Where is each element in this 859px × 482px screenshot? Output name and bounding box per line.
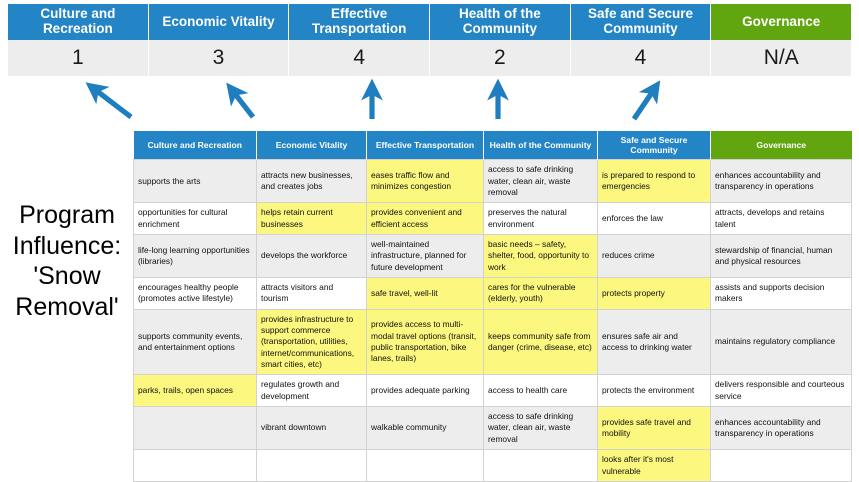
table-row: supports community events, and entertain…	[133, 308, 852, 376]
scorecard-header-safe-and-secure-community[interactable]: Safe and Secure Community	[570, 4, 712, 40]
matrix-cell: provides access to multi-modal travel op…	[366, 308, 484, 376]
matrix-cell: provides safe travel and mobility	[597, 406, 711, 451]
matrix-cell: protects property	[597, 277, 711, 310]
matrix-cell: vibrant downtown	[256, 406, 367, 451]
matrix-cell: basic needs – safety, shelter, food, opp…	[483, 233, 598, 279]
matrix-header-effective-transportation[interactable]: Effective Transportation	[366, 131, 484, 160]
matrix-cell: preserves the natural environment	[483, 202, 598, 235]
program-label-line-2: Influence:	[12, 231, 122, 260]
matrix-cell: attracts visitors and tourism	[256, 277, 367, 310]
matrix-cell: reduces crime	[597, 233, 711, 279]
matrix-cell: looks after it's most vulnerable	[597, 449, 711, 482]
matrix-cell: helps retain current businesses	[256, 202, 367, 235]
matrix-cell	[133, 406, 257, 451]
matrix-cell	[366, 449, 484, 482]
matrix-cell: opportunities for cultural enrichment	[133, 202, 257, 235]
program-influence-matrix: Culture and Recreation Economic Vitality…	[133, 131, 852, 482]
matrix-cell: access to health care	[483, 374, 598, 408]
table-row: looks after it's most vulnerable	[133, 449, 852, 482]
arrow-icon-2	[226, 82, 256, 119]
scorecard-header-health-of-the-community[interactable]: Health of the Community	[430, 4, 571, 40]
matrix-cell: stewardship of financial, human and phys…	[710, 233, 852, 279]
matrix-header-economic-vitality[interactable]: Economic Vitality	[256, 131, 367, 160]
table-row: opportunities for cultural enrichment he…	[133, 202, 852, 235]
matrix-cell: provides convenient and efficient access	[366, 202, 484, 235]
matrix-body: supports the arts attracts new businesse…	[133, 159, 852, 482]
scorecard-value-culture-and-recreation: 1	[8, 40, 149, 76]
matrix-cell: develops the workforce	[256, 233, 367, 279]
matrix-cell: enforces the law	[597, 202, 711, 235]
scorecard-value-effective-transportation: 4	[289, 40, 431, 76]
matrix-cell: protects the environment	[597, 374, 711, 408]
table-row: vibrant downtown walkable community acce…	[133, 406, 852, 451]
arrow-group	[85, 78, 661, 121]
scorecard-value-economic-vitality: 3	[148, 40, 290, 76]
scorecard-header-economic-vitality[interactable]: Economic Vitality	[148, 4, 290, 40]
matrix-cell: delivers responsible and courteous servi…	[710, 374, 852, 408]
matrix-cell: enhances accountability and transparency…	[710, 406, 852, 451]
matrix-cell: keeps community safe from danger (crime,…	[483, 308, 598, 376]
matrix-cell: is prepared to respond to emergencies	[597, 159, 711, 204]
matrix-cell: cares for the vulnerable (elderly, youth…	[483, 277, 598, 310]
scorecard-values-row: 1 3 4 2 4 N/A	[8, 40, 852, 76]
scorecard-value-health-of-the-community: 2	[430, 40, 571, 76]
scorecard-summary: Culture and Recreation Economic Vitality…	[8, 4, 852, 76]
scorecard-header-effective-transportation[interactable]: Effective Transportation	[289, 4, 431, 40]
scorecard-value-governance: N/A	[711, 40, 852, 76]
matrix-cell: enhances accountability and transparency…	[710, 159, 852, 204]
matrix-cell: provides adequate parking	[366, 374, 484, 408]
matrix-header-health-of-the-community[interactable]: Health of the Community	[483, 131, 598, 160]
program-influence-label: Program Influence: 'Snow Removal'	[4, 200, 130, 322]
matrix-cell: attracts, develops and retains talent	[710, 202, 852, 235]
scorecard-header-culture-and-recreation[interactable]: Culture and Recreation	[8, 4, 149, 40]
matrix-cell: life-long learning opportunities (librar…	[133, 233, 257, 279]
matrix-cell: supports the arts	[133, 159, 257, 204]
table-row: parks, trails, open spaces regulates gro…	[133, 374, 852, 408]
matrix-cell	[133, 449, 257, 482]
matrix-cell: well-maintained infrastructure, planned …	[366, 233, 484, 279]
matrix-cell: eases traffic flow and minimizes congest…	[366, 159, 484, 204]
program-label-line-4: Removal'	[15, 292, 119, 321]
scorecard-header-governance[interactable]: Governance	[711, 4, 852, 40]
matrix-cell: parks, trails, open spaces	[133, 374, 257, 408]
matrix-cell: access to safe drinking water, clean air…	[483, 159, 598, 204]
arrow-icon-5	[631, 80, 661, 121]
matrix-cell: attracts new businesses, and creates job…	[256, 159, 367, 204]
table-row: supports the arts attracts new businesse…	[133, 159, 852, 204]
matrix-cell: supports community events, and entertain…	[133, 308, 257, 376]
matrix-header-governance[interactable]: Governance	[710, 131, 852, 160]
scorecard-header-row: Culture and Recreation Economic Vitality…	[8, 4, 852, 40]
table-row: encourages healthy people (promotes acti…	[133, 277, 852, 310]
matrix-cell: access to safe drinking water, clean air…	[483, 406, 598, 451]
matrix-cell: encourages healthy people (promotes acti…	[133, 277, 257, 310]
matrix-cell	[710, 449, 852, 482]
program-label-line-1: Program	[19, 201, 115, 229]
matrix-cell	[483, 449, 598, 482]
arrow-icon-1	[85, 82, 133, 120]
matrix-cell: provides infrastructure to support comme…	[256, 308, 367, 376]
matrix-cell: walkable community	[366, 406, 484, 451]
matrix-header-safe-and-secure-community[interactable]: Safe and Secure Community	[597, 131, 711, 160]
matrix-header-culture-and-recreation[interactable]: Culture and Recreation	[133, 131, 257, 160]
matrix-cell: assists and supports decision makers	[710, 277, 852, 310]
matrix-cell	[256, 449, 367, 482]
matrix-cell: maintains regulatory compliance	[710, 308, 852, 376]
table-row: life-long learning opportunities (librar…	[133, 233, 852, 279]
program-label-line-3: 'Snow	[33, 262, 101, 290]
matrix-cell: safe travel, well-lit	[366, 277, 484, 310]
matrix-header-row: Culture and Recreation Economic Vitality…	[133, 131, 852, 160]
matrix-cell: ensures safe air and access to drinking …	[597, 308, 711, 376]
matrix-cell: regulates growth and development	[256, 374, 367, 408]
scorecard-value-safe-and-secure-community: 4	[570, 40, 712, 76]
